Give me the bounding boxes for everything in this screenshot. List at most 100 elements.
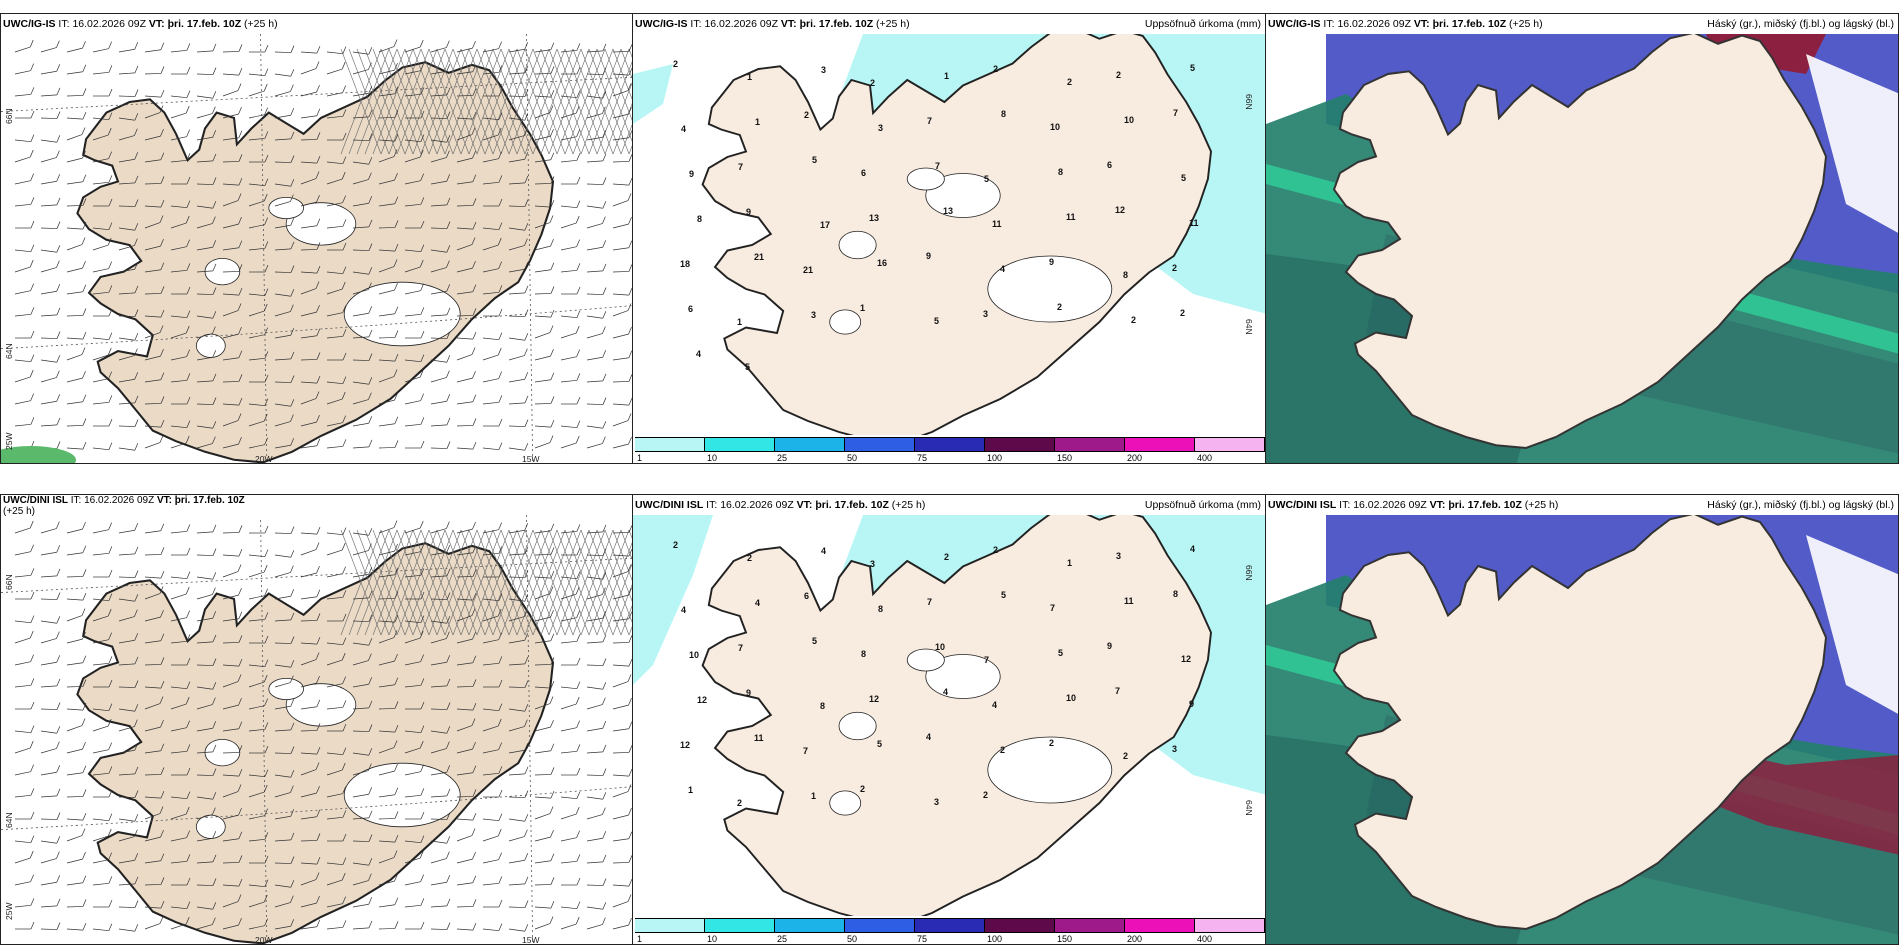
wind-barb [508, 726, 525, 732]
wind-barb-flag [524, 42, 529, 50]
wind-barb [456, 337, 473, 340]
wind-barb-flag [30, 244, 35, 252]
wind-barb [14, 266, 31, 273]
wind-barb-flag [472, 284, 477, 292]
lat-label-64: 64N [4, 343, 14, 359]
wind-barb-flag [82, 851, 86, 860]
precip-value-label: 7 [927, 116, 933, 126]
wind-barb-flag [212, 854, 217, 863]
wind-barb-flag [342, 896, 346, 904]
wind-barb-flag [212, 373, 217, 382]
wind-barb-flag [524, 924, 529, 932]
wind-barb-flag [576, 129, 580, 137]
wind-barb [40, 117, 58, 119]
wind-barb-flag [524, 223, 529, 231]
wind-barb-flag [134, 285, 139, 294]
wind-barb [456, 615, 473, 622]
wind-barbs [14, 520, 632, 932]
wind-barb-flag [238, 697, 242, 706]
wind-barb [40, 748, 57, 754]
wind-barb-flag [576, 791, 581, 799]
panel-header: UWC/IG-IS IT: 16.02.2026 09Z VT: þri. 17… [633, 14, 1265, 34]
wind-barb [222, 884, 239, 887]
wind-barb-flag [420, 725, 425, 733]
wind-barb-flag [238, 635, 243, 643]
wind-barb-flag [497, 237, 502, 246]
wind-barb [404, 881, 421, 886]
wind-barb [508, 337, 525, 341]
wind-barb [144, 183, 162, 185]
wind-barb [612, 333, 629, 339]
wind-barb-flag [30, 220, 35, 229]
wind-barb-flag [342, 305, 346, 313]
wind-barb [404, 904, 421, 908]
wind-barb-flag [576, 200, 581, 208]
wind-barb [222, 357, 239, 361]
wind-barb [300, 549, 317, 556]
wind-barb [274, 619, 291, 622]
wind-barb-flag [108, 813, 113, 821]
field-title: Háský (gr.), miðský (fj.bl.) og lágský (… [1707, 18, 1894, 30]
wind-barb-flag [108, 766, 113, 774]
wind-barb-flag [238, 745, 243, 753]
wind-barb-flag [602, 240, 607, 248]
wind-barb-flag [342, 833, 347, 842]
wind-barb [534, 315, 551, 318]
wind-barb-flag [446, 441, 451, 449]
wind-barb-flag [550, 547, 555, 555]
wind-barb-flag [29, 39, 34, 48]
wind-barb-flag [159, 215, 164, 223]
wind-barb-flag [290, 155, 295, 163]
wind-barb [144, 554, 162, 556]
wind-barb-flag [628, 264, 632, 272]
hatch-line [412, 48, 454, 155]
wind-barb [456, 401, 473, 405]
wind-barb-flag [524, 395, 529, 404]
wind-barb-flag [498, 41, 502, 49]
wind-barb [430, 157, 447, 163]
wind-barb [404, 180, 421, 185]
wind-barb [274, 664, 291, 668]
wind-barb [222, 223, 239, 229]
precip-value-label: 6 [1107, 160, 1113, 170]
wind-barb [508, 928, 525, 932]
hatch-line [340, 48, 382, 155]
wind-barb [66, 315, 84, 317]
wind-barb-flag [30, 87, 35, 95]
precip-value-label: 2 [860, 784, 866, 794]
wind-barb [560, 205, 577, 209]
wind-barb [456, 638, 473, 644]
precip-value-label: 10 [1050, 122, 1061, 132]
wind-barb-flag [290, 438, 295, 446]
wind-barb-flag [81, 828, 86, 836]
wind-barb [300, 816, 317, 820]
wind-barb [352, 161, 369, 165]
wind-barb-flag [212, 287, 217, 295]
wind-barb-flag [212, 130, 217, 138]
wind-barb [196, 641, 213, 644]
wind-barb [534, 245, 551, 251]
precip-value-label: 8 [1123, 270, 1129, 280]
wind-barb-flag [472, 679, 477, 687]
wind-barb [482, 598, 499, 602]
wind-barb-flag [186, 634, 191, 642]
wind-barb-flag [316, 194, 320, 203]
wind-barb-flag [524, 65, 529, 74]
wind-barb [196, 95, 213, 99]
wind-barb-flag [368, 858, 373, 866]
wind-barb [274, 311, 291, 317]
wind-barb-flag [134, 924, 139, 932]
wind-barb [14, 290, 31, 295]
wind-barb-flag [290, 526, 295, 534]
wind-barb-flag [56, 441, 61, 449]
precip-value-label: 8 [697, 214, 703, 224]
wind-barb-flag [290, 414, 294, 422]
wind-barb [300, 249, 318, 251]
wind-barb [144, 332, 161, 339]
wind-barb-flag [56, 331, 61, 339]
panel-header: UWC/DINI ISL IT: 16.02.2026 09Z VT: þri.… [1, 495, 263, 517]
wind-barb [66, 447, 83, 450]
wind-barb-flag [472, 899, 477, 907]
wind-barb [352, 903, 369, 908]
wind-barb-flag [56, 64, 61, 72]
